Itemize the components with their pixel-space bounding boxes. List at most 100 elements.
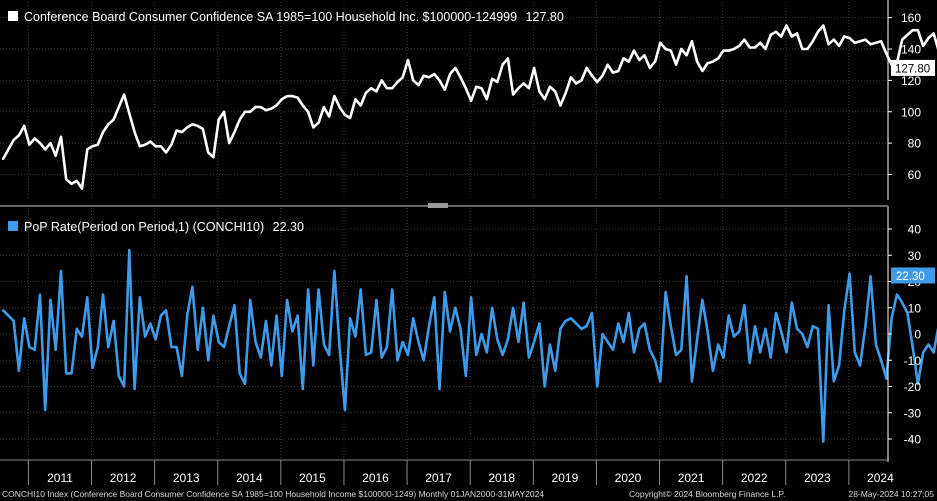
- bottom-data-point: [764, 328, 767, 330]
- top-data-point: [349, 117, 351, 119]
- bottom-data-point: [580, 328, 583, 330]
- top-data-point: [559, 104, 562, 107]
- top-data-point: [7, 148, 9, 150]
- top-data-point: [770, 34, 772, 36]
- top-data-point: [843, 35, 845, 38]
- top-data-point: [286, 95, 288, 97]
- bottom-data-point: [502, 354, 504, 356]
- top-data-point: [360, 104, 362, 107]
- bottom-data-point: [128, 249, 130, 251]
- bottom-data-point: [365, 354, 367, 356]
- panel-resize-handle[interactable]: [428, 203, 448, 208]
- top-data-point: [728, 50, 730, 52]
- bottom-data-point: [496, 338, 498, 340]
- bottom-data-point: [312, 364, 314, 367]
- top-data-point: [176, 130, 178, 132]
- bottom-data-point: [228, 325, 230, 327]
- bottom-tick-label: -30: [904, 406, 922, 420]
- bottom-data-point: [854, 351, 856, 353]
- top-data-point: [512, 93, 514, 96]
- bottom-data-point: [449, 330, 451, 332]
- top-data-point: [670, 50, 672, 52]
- top-tick-label: 80: [908, 137, 922, 151]
- bottom-data-point: [423, 359, 425, 361]
- bottom-data-point: [565, 320, 567, 322]
- top-data-point: [155, 145, 157, 147]
- bottom-data-point: [91, 367, 94, 369]
- top-data-point: [165, 151, 167, 154]
- bottom-data-point: [123, 385, 125, 388]
- top-data-point: [822, 24, 824, 27]
- top-data-points: [2, 24, 935, 190]
- top-data-point: [438, 79, 441, 81]
- bottom-data-point: [239, 372, 241, 374]
- footer-description: CONCHI10 Index (Conference Board Consume…: [2, 489, 544, 499]
- bottom-data-point: [812, 325, 814, 327]
- top-data-point: [428, 76, 430, 78]
- bottom-data-point: [801, 333, 803, 335]
- bottom-legend-value: 22.30: [273, 220, 304, 234]
- top-data-point: [186, 126, 188, 128]
- bottom-data-point: [849, 273, 851, 275]
- top-data-point: [628, 61, 630, 63]
- top-data-point: [113, 119, 115, 121]
- bottom-data-point: [654, 359, 656, 361]
- top-y-axis: 60 80 100 120 140 160: [887, 0, 922, 200]
- bottom-data-point: [922, 351, 924, 353]
- bottom-data-point: [875, 343, 877, 346]
- bottom-data-point: [344, 409, 346, 411]
- bottom-data-point: [601, 333, 604, 335]
- top-data-point: [649, 67, 651, 69]
- top-data-point: [302, 104, 304, 107]
- top-data-point: [854, 42, 856, 44]
- top-data-point: [586, 67, 588, 69]
- top-data-point: [806, 48, 809, 50]
- x-tick-label: 2012: [110, 471, 137, 485]
- bottom-data-point: [770, 357, 772, 359]
- bottom-data-point: [638, 328, 640, 330]
- bottom-data-point: [701, 299, 704, 301]
- bottom-data-point: [517, 341, 520, 343]
- bottom-data-point: [696, 338, 698, 340]
- bottom-data-point: [864, 325, 867, 327]
- bottom-data-point: [49, 299, 52, 301]
- bottom-data-point: [544, 385, 546, 388]
- top-data-point: [607, 64, 609, 66]
- top-data-point: [654, 61, 656, 63]
- top-data-point: [260, 106, 262, 108]
- top-legend-swatch: [8, 11, 18, 21]
- bottom-data-point: [712, 370, 714, 372]
- x-tick-label: 2011: [47, 471, 73, 485]
- top-data-point: [885, 53, 888, 55]
- bottom-panel: -40-30-20-10010203040 PoP Rate(Period on…: [0, 206, 937, 462]
- bottom-data-point: [917, 383, 919, 385]
- top-data-point: [828, 43, 830, 45]
- top-data-point: [712, 61, 714, 63]
- bottom-data-point: [549, 343, 551, 346]
- top-data-point: [339, 106, 341, 108]
- bottom-data-point: [754, 325, 756, 327]
- bottom-gridlines: [0, 208, 888, 460]
- bottom-data-point: [307, 288, 309, 290]
- top-series: [1, 24, 937, 190]
- bottom-data-point: [749, 362, 751, 364]
- top-data-point: [622, 57, 625, 60]
- bottom-data-points: [2, 249, 935, 443]
- top-data-point: [402, 76, 404, 78]
- top-data-point: [365, 92, 367, 94]
- top-data-point: [97, 144, 99, 146]
- bottom-data-point: [244, 383, 246, 385]
- bottom-tick-label: 0: [914, 328, 921, 342]
- bottom-data-point: [796, 328, 798, 330]
- top-data-point: [323, 106, 325, 108]
- top-last-value-label: 127.80: [895, 63, 930, 75]
- bottom-data-point: [933, 351, 935, 353]
- bottom-data-point: [433, 296, 435, 298]
- top-data-point: [354, 98, 356, 100]
- bottom-data-point: [438, 388, 441, 390]
- footer: CONCHI10 Index (Conference Board Consume…: [2, 489, 934, 499]
- top-data-point: [249, 111, 251, 113]
- top-data-point: [523, 82, 525, 85]
- bottom-data-point: [375, 299, 377, 301]
- top-data-point: [102, 131, 104, 133]
